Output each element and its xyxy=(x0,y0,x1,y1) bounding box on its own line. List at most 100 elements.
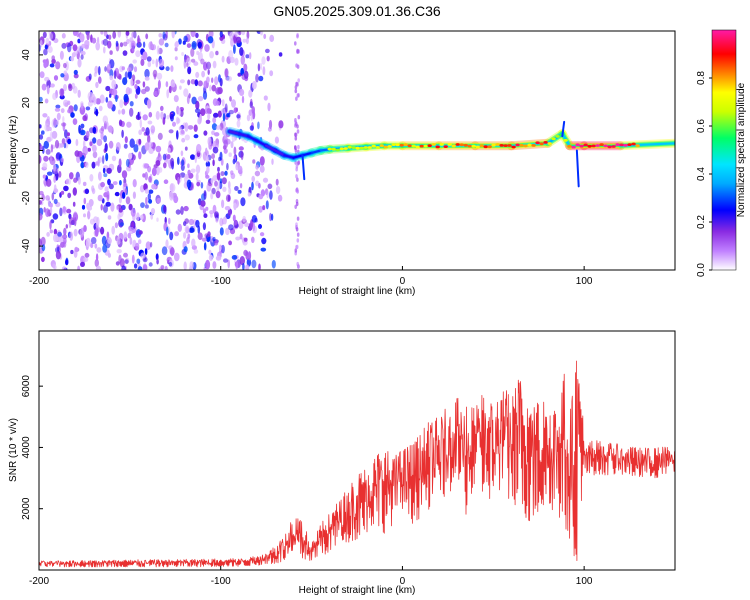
noise-blob xyxy=(158,38,165,46)
noise-blob xyxy=(258,182,261,189)
noise-blob xyxy=(190,168,196,173)
noise-blob xyxy=(200,182,204,189)
noise-blob xyxy=(215,217,219,223)
noise-blob xyxy=(212,261,217,269)
noise-blob xyxy=(118,119,123,127)
noise-blob xyxy=(262,66,266,76)
noise-blob xyxy=(172,121,176,127)
noise-blob xyxy=(208,254,213,261)
y-tick-label: -40 xyxy=(21,238,32,253)
noise-blob xyxy=(211,153,216,160)
noise-blob xyxy=(217,166,220,172)
noise-blob xyxy=(102,167,106,174)
ridge-speck xyxy=(511,145,516,149)
y-tick-label: 4000 xyxy=(21,436,32,459)
noise-blob xyxy=(202,222,206,231)
noise-blob xyxy=(128,152,133,160)
noise-blob xyxy=(96,138,103,147)
ridge-speck xyxy=(439,143,444,146)
noise-blob xyxy=(221,244,225,254)
noise-blob xyxy=(143,264,148,270)
noise-blob xyxy=(87,91,94,102)
noise-blob xyxy=(295,188,298,193)
noise-blob xyxy=(72,201,76,207)
noise-blob xyxy=(59,88,65,97)
noise-blob xyxy=(46,116,50,122)
snr-xlabel: Height of straight line (km) xyxy=(299,585,416,596)
noise-blob xyxy=(46,85,50,95)
x-tick-label: 0 xyxy=(400,576,406,587)
noise-blob xyxy=(69,172,74,180)
ridge-speck xyxy=(583,143,588,147)
noise-blob xyxy=(39,213,43,221)
noise-blob xyxy=(242,215,247,223)
noise-blob xyxy=(187,163,190,169)
noise-blob xyxy=(177,223,182,232)
noise-blob xyxy=(67,192,72,199)
noise-blob xyxy=(221,55,225,63)
noise-blob xyxy=(105,201,111,207)
noise-blob xyxy=(119,222,125,227)
noise-blob xyxy=(137,35,140,45)
noise-blob xyxy=(146,56,152,62)
noise-blob xyxy=(259,165,265,173)
noise-blob xyxy=(129,237,133,245)
x-tick-label: -200 xyxy=(29,276,49,287)
ridge-speck xyxy=(391,143,396,147)
noise-blob xyxy=(204,44,210,52)
noise-blob xyxy=(202,208,206,214)
noise-blob xyxy=(203,80,208,89)
noise-blob xyxy=(42,31,47,39)
noise-blob xyxy=(217,110,222,118)
noise-blob xyxy=(140,59,145,66)
ridge-speck xyxy=(367,146,372,149)
noise-blob xyxy=(173,95,179,103)
noise-blob xyxy=(183,35,188,43)
y-tick-label: -20 xyxy=(21,191,32,206)
noise-blob xyxy=(109,50,113,55)
ridge-speck xyxy=(327,147,332,151)
noise-blob xyxy=(155,58,159,68)
noise-blob xyxy=(151,183,157,190)
noise-blob xyxy=(82,181,87,187)
noise-blob xyxy=(175,209,181,215)
noise-blob xyxy=(122,191,126,199)
noise-blob xyxy=(94,106,97,115)
noise-blob xyxy=(224,103,228,113)
noise-blob xyxy=(78,45,83,54)
noise-blob xyxy=(221,177,227,185)
noise-blob xyxy=(77,58,82,68)
noise-blob xyxy=(207,36,214,44)
noise-blob xyxy=(174,41,179,48)
noise-blob xyxy=(86,32,90,41)
noise-blob xyxy=(84,188,90,195)
noise-blob xyxy=(193,134,199,139)
noise-blob xyxy=(150,213,154,220)
noise-blob xyxy=(150,125,156,134)
noise-blob xyxy=(137,266,143,270)
noise-blob xyxy=(103,31,108,37)
ridge-speck xyxy=(479,144,484,148)
noise-blob xyxy=(67,109,72,114)
noise-blob xyxy=(174,47,178,52)
noise-blob xyxy=(53,233,59,243)
noise-blob xyxy=(177,176,180,185)
noise-blob xyxy=(166,154,171,160)
noise-blob xyxy=(296,48,299,54)
noise-blob xyxy=(170,113,174,122)
noise-blob xyxy=(107,237,112,244)
noise-blob xyxy=(57,246,60,252)
noise-blob xyxy=(89,174,94,182)
noise-blob xyxy=(108,183,114,190)
noise-blob xyxy=(92,151,98,159)
noise-blob xyxy=(133,144,139,153)
noise-blob xyxy=(144,248,148,255)
noise-blob xyxy=(72,187,78,196)
noise-blob xyxy=(68,84,73,92)
noise-blob xyxy=(53,175,57,183)
noise-blob xyxy=(104,66,107,72)
noise-blob xyxy=(73,69,78,75)
spectrogram-x-axis: -200 -100 0 100 xyxy=(29,266,593,287)
noise-blob xyxy=(184,174,189,179)
ridge-speck xyxy=(563,139,568,142)
